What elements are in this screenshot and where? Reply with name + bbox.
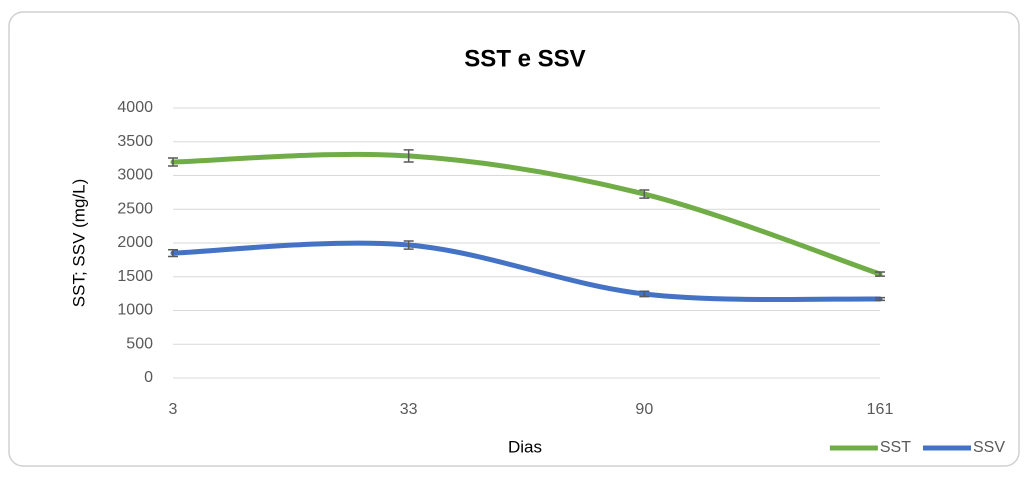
error-bar — [639, 189, 650, 199]
x-tick-label: 33 — [400, 401, 418, 418]
y-tick-label: 2500 — [117, 200, 153, 217]
series-line — [170, 151, 883, 277]
y-tick-label: 1500 — [117, 268, 153, 285]
y-axis-label: SST; SSV (mg/L) — [69, 179, 88, 307]
series-line — [170, 240, 883, 303]
x-tick-label: 90 — [635, 401, 653, 418]
y-tick-label: 4000 — [117, 99, 153, 116]
error-bar — [875, 271, 885, 277]
legend-label: SSV — [973, 439, 1005, 456]
error-bar — [639, 290, 650, 298]
y-tick-label: 1000 — [117, 302, 153, 319]
x-tick-label: 3 — [169, 401, 178, 418]
chart-title: SST e SSV — [464, 45, 585, 72]
x-tick-label: 161 — [867, 401, 894, 418]
error-bar — [168, 157, 178, 167]
y-tick-label: 3500 — [117, 133, 153, 150]
x-axis-label: Dias — [508, 437, 542, 456]
y-tick-label: 500 — [126, 335, 153, 352]
error-bar — [168, 249, 178, 258]
error-bar — [403, 240, 414, 250]
y-tick-label: 0 — [144, 369, 153, 386]
legend-label: SST — [880, 439, 911, 456]
error-bar — [875, 296, 885, 302]
error-bar — [403, 149, 414, 163]
chart-frame — [8, 11, 1020, 467]
y-tick-label: 2000 — [117, 234, 153, 251]
y-tick-label: 3000 — [117, 167, 153, 184]
